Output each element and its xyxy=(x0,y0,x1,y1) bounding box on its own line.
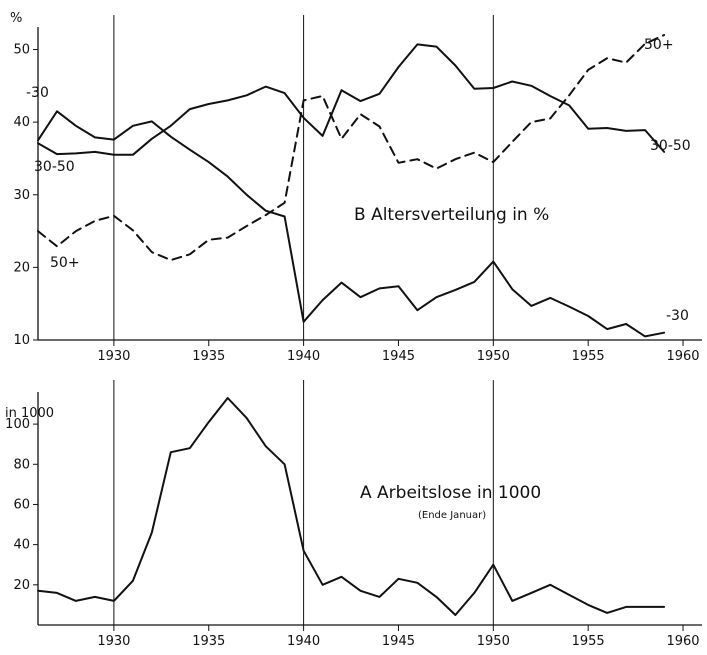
top-series-line-30 xyxy=(37,110,666,338)
label-minus30-right: -30 xyxy=(666,308,689,324)
top-y-tick-label: 30 xyxy=(13,188,30,203)
label-30-50-left: 30-50 xyxy=(34,159,75,175)
top-x-tick-label: 1955 xyxy=(572,349,605,364)
label-50plus-right: 50+ xyxy=(644,37,674,53)
top-y-tick-label: 50 xyxy=(13,43,30,58)
top-x-tick-label: 1935 xyxy=(192,349,225,364)
top-x-tick-label: 1950 xyxy=(477,349,510,364)
top-x-tick-label: 1940 xyxy=(287,349,320,364)
top-y-tick-label: 10 xyxy=(13,333,30,348)
top-y-tick-label: 40 xyxy=(13,115,30,130)
label-30-50-right: 30-50 xyxy=(650,138,691,154)
bottom-x-tick-label: 1960 xyxy=(666,634,699,649)
unemployment-panel: in 1000 A Arbeitslose in 1000 (Ende Janu… xyxy=(5,380,702,649)
label-50plus-left: 50+ xyxy=(50,255,80,271)
top-chart-title: B Altersverteilung in % xyxy=(354,205,549,225)
top-series-line-50 xyxy=(37,34,666,262)
top-series-line-3050 xyxy=(37,43,666,156)
top-x-tick-label: 1945 xyxy=(382,349,415,364)
bottom-x-tick-label: 1940 xyxy=(287,634,320,649)
bottom-x-tick-label: 1945 xyxy=(382,634,415,649)
bottom-x-tick-label: 1930 xyxy=(97,634,130,649)
bottom-chart-title: A Arbeitslose in 1000 xyxy=(360,483,541,503)
age-distribution-panel: % B Altersverteilung in % -30 30-50 50+ … xyxy=(10,11,702,364)
top-y-unit: % xyxy=(10,11,22,26)
top-y-tick-label: 20 xyxy=(13,260,30,275)
bottom-y-tick-label: 40 xyxy=(13,538,30,553)
bottom-y-tick-label: 20 xyxy=(13,578,30,593)
bottom-x-tick-label: 1950 xyxy=(477,634,510,649)
bottom-chart-subtitle: (Ende Januar) xyxy=(418,510,486,521)
bottom-series-line-0 xyxy=(37,397,666,616)
bottom-y-tick-label: 80 xyxy=(13,457,30,472)
top-x-tick-label: 1930 xyxy=(97,349,130,364)
bottom-x-tick-label: 1955 xyxy=(572,634,605,649)
bottom-y-tick-label: 60 xyxy=(13,497,30,512)
top-x-tick-label: 1960 xyxy=(666,349,699,364)
bottom-x-tick-label: 1935 xyxy=(192,634,225,649)
bottom-y-unit: in 1000 xyxy=(5,406,54,421)
bottom-y-tick-label: 100 xyxy=(5,417,30,432)
